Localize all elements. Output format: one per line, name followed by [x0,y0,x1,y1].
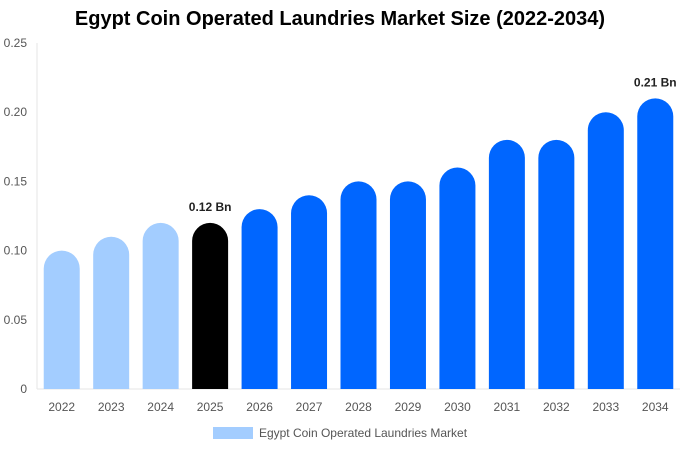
x-tick-label: 2025 [197,400,224,414]
bar-2027 [291,195,328,389]
legend-swatch [212,427,253,439]
bar-2034 [637,98,674,390]
x-tick-label: 2027 [296,400,323,414]
x-tick-label: 2030 [444,400,471,414]
x-tick-label: 2026 [246,400,273,414]
y-tick-label: 0.05 [4,313,28,327]
x-tick-label: 2034 [642,400,669,414]
x-tick-label: 2032 [543,400,570,414]
x-tick-label: 2023 [98,400,125,414]
bar-2026 [241,209,278,389]
bar-2029 [389,181,426,389]
data-label-2025: 0.12 Bn [189,200,232,214]
x-tick-label: 2031 [494,400,521,414]
data-label-2034: 0.21 Bn [634,75,677,89]
bar-2023 [93,236,130,389]
x-tick-label: 2033 [592,400,619,414]
x-tick-label: 2029 [395,400,422,414]
legend: Egypt Coin Operated Laundries Market [0,426,680,440]
bar-2032 [538,139,575,389]
bar-2022 [43,250,80,389]
bar-2024 [142,222,179,389]
bar-2025 [192,222,229,389]
y-tick-label: 0 [20,382,27,396]
x-tick-label: 2022 [48,400,75,414]
bar-2028 [340,181,377,389]
bar-2033 [587,112,624,389]
chart-title: Egypt Coin Operated Laundries Market Siz… [74,8,606,30]
bar-2030 [439,167,476,389]
y-tick-label: 0.15 [4,174,28,188]
x-tick-label: 2028 [345,400,372,414]
y-tick-label: 0.10 [4,244,28,258]
legend-label: Egypt Coin Operated Laundries Market [258,426,468,440]
x-tick-label: 2024 [147,400,174,414]
y-tick-label: 0.20 [4,105,28,119]
y-tick-label: 0.25 [4,36,28,50]
bar-2031 [488,139,525,389]
